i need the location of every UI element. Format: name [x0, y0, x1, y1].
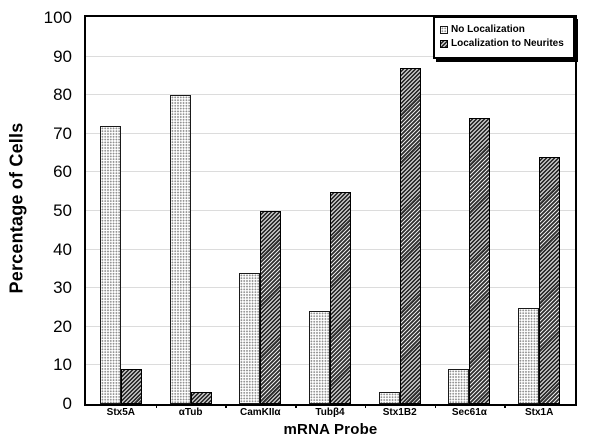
bar-no-localization-7 [518, 307, 540, 404]
x-axis-tick [225, 404, 227, 408]
bar-no-localization-3 [239, 272, 261, 404]
legend-label: Localization to Neurites [451, 38, 564, 49]
y-tick-label: 50 [53, 201, 72, 220]
gridline [86, 55, 575, 57]
legend: No Localization Localization to Neurites [433, 16, 575, 59]
bar-no-localization-6 [448, 369, 470, 404]
x-tick-label: αTub [178, 407, 203, 418]
gridline [86, 132, 575, 134]
x-axis-tick [155, 404, 158, 408]
y-tick-label: 40 [53, 239, 72, 259]
plot-area [84, 15, 577, 406]
y-tick-label: 90 [53, 46, 72, 66]
bar-localization-to-neurites-7 [539, 156, 561, 404]
legend-item-no-localization: No Localization [440, 24, 568, 35]
bar-localization-to-neurites-6 [469, 118, 491, 404]
bar-localization-to-neurites-1 [120, 369, 142, 404]
x-tick-label: Stx1A [524, 407, 554, 418]
y-tick-label: 10 [53, 355, 72, 375]
y-tick-label: 60 [53, 162, 72, 182]
y-tick-label: 30 [53, 278, 72, 298]
legend-label: No Localization [451, 24, 525, 35]
x-tick-label: Sec61α [451, 407, 487, 418]
y-tick-label: 70 [53, 123, 72, 143]
x-tick-label: Stx1B2 [382, 407, 417, 418]
hatch-swatch-icon [440, 39, 448, 48]
bar-localization-to-neurites-2 [190, 392, 212, 404]
stipple-swatch-icon [440, 25, 448, 34]
x-axis-tick [504, 404, 506, 408]
legend-item-localization-to-neurites: Localization to Neurites [440, 38, 568, 49]
x-tick-label: Stx5A [106, 407, 136, 418]
gridline [86, 171, 575, 173]
x-axis-tick [295, 404, 297, 408]
bar-no-localization-2 [169, 95, 191, 404]
y-tick-label: 0 [62, 394, 72, 413]
y-tick-label: 80 [53, 85, 72, 105]
bar-no-localization-1 [99, 126, 121, 404]
y-tick-label: 100 [43, 8, 72, 27]
x-tick-label: Tubβ4 [315, 407, 345, 418]
x-tick-label: CamKIIα [239, 407, 281, 418]
y-tick-label: 20 [53, 316, 72, 336]
plot-inner [86, 17, 575, 404]
bar-localization-to-neurites-4 [330, 191, 351, 404]
x-axis-tick [434, 404, 437, 408]
bar-localization-to-neurites-5 [399, 68, 421, 404]
gridline [86, 94, 575, 96]
x-axis-tick-labels: Stx5A αTub CamKIIα Tubβ4 Stx1B2 Sec61α Stx1A [86, 404, 574, 424]
x-axis-title: mRNA Probe [283, 421, 378, 438]
bar-localization-to-neurites-3 [260, 211, 282, 404]
x-axis-tick [364, 404, 367, 408]
bar-no-localization-5 [378, 392, 400, 404]
bar-no-localization-4 [309, 311, 330, 404]
y-axis-tick-labels: 0 10 20 30 40 50 60 70 80 90 100 [24, 0, 72, 445]
